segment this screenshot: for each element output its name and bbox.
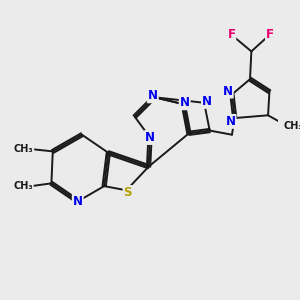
Text: N: N xyxy=(223,85,233,98)
Text: F: F xyxy=(227,28,236,41)
Text: N: N xyxy=(226,115,236,128)
Text: N: N xyxy=(148,89,158,102)
Text: CH₃: CH₃ xyxy=(13,181,33,191)
Text: N: N xyxy=(180,96,190,109)
Text: CH₃: CH₃ xyxy=(284,122,300,131)
Text: CH₃: CH₃ xyxy=(14,144,33,154)
Text: N: N xyxy=(145,131,155,144)
Text: F: F xyxy=(266,28,274,41)
Text: S: S xyxy=(124,186,132,199)
Text: N: N xyxy=(73,195,83,208)
Text: N: N xyxy=(202,95,212,108)
